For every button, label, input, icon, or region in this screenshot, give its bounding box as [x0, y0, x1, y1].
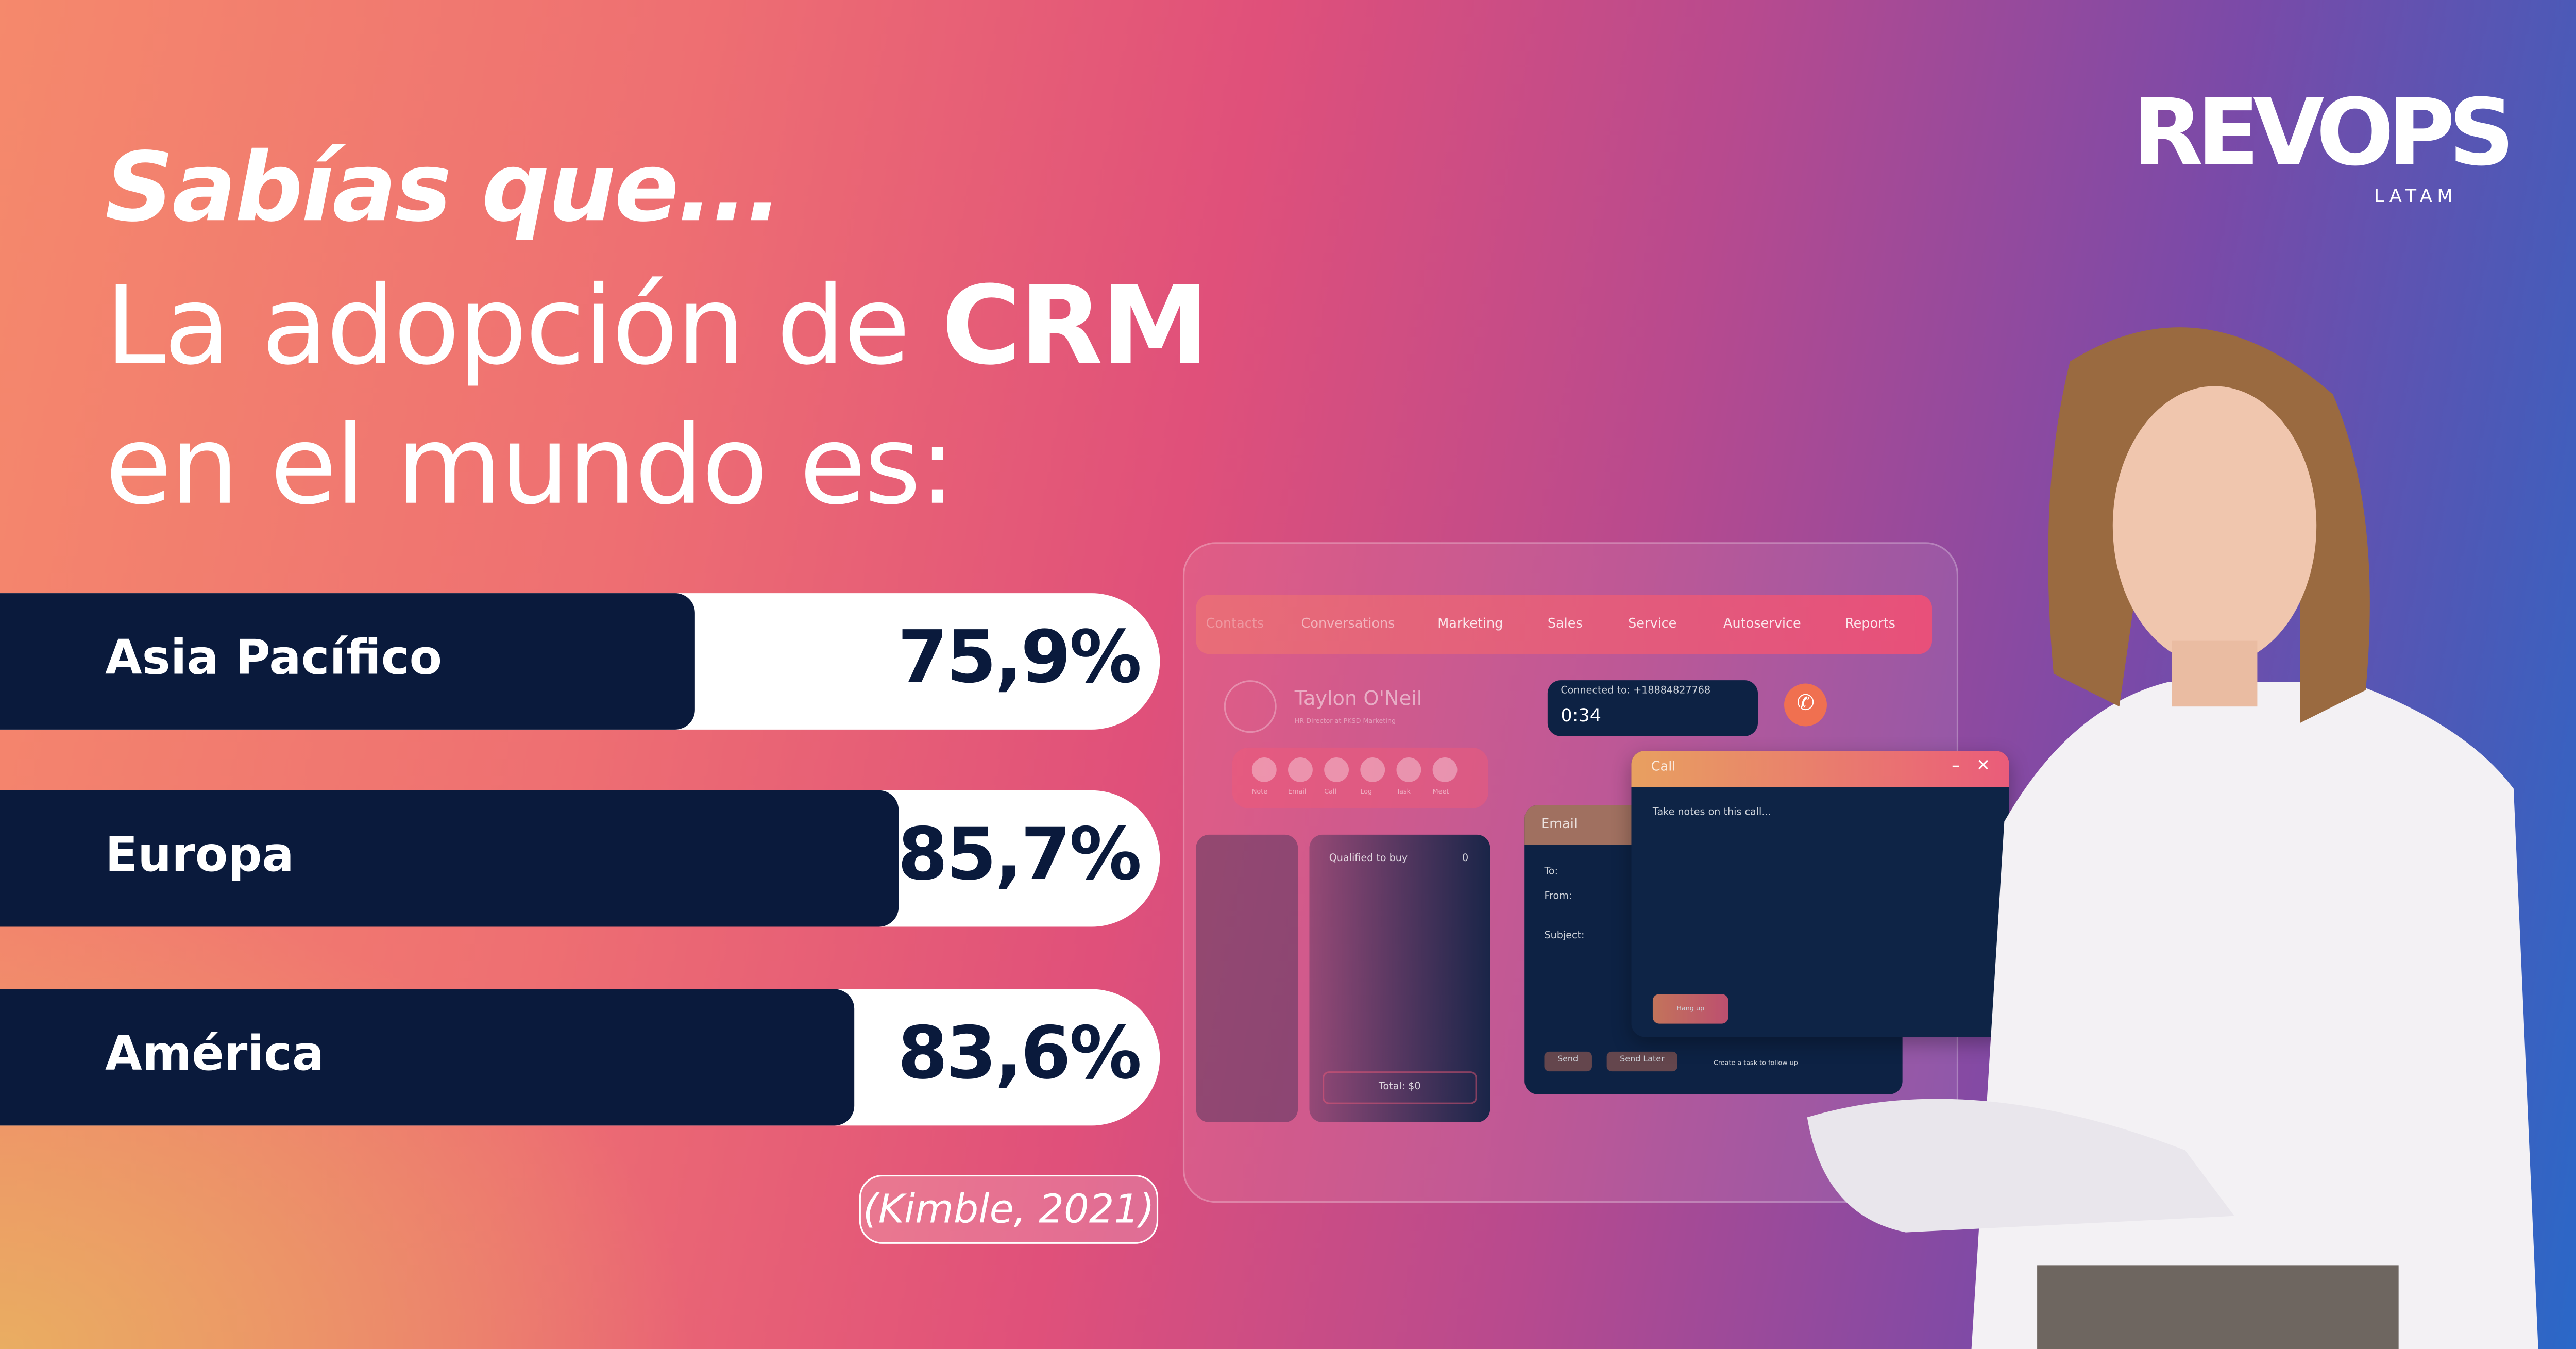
revops-logo: REVOPS	[2132, 80, 2515, 188]
send-later-button[interactable]: Send Later	[1606, 1051, 1678, 1071]
nav-sales: Sales	[1547, 616, 1583, 631]
action-bar: Note Email Call Log Task Meet	[1232, 747, 1489, 808]
action-label: Task	[1396, 787, 1411, 796]
email-subject: Subject:	[1544, 930, 1585, 942]
phone-icon: ✆	[1784, 683, 1827, 727]
bar-value-label: 83,6%	[897, 1012, 1142, 1096]
white-shirt	[1971, 682, 2538, 1349]
title-line-1: La adopción de CRM	[105, 263, 1210, 390]
kicker: Sabías que...	[105, 131, 783, 243]
action-circle-icon	[1360, 757, 1385, 782]
call-window: Call – ✕ Take notes on this call... Hang…	[1631, 751, 2009, 1037]
bar-value-label: 85,7%	[897, 813, 1142, 898]
column-count: 0	[1462, 852, 1469, 865]
connected-text: Connected to: +18884827768	[1561, 685, 1711, 697]
skirt	[2037, 1265, 2399, 1349]
avatar-icon	[1224, 680, 1277, 733]
bar-value-label: 75,9%	[897, 616, 1142, 700]
action-circle-icon	[1324, 757, 1349, 782]
action-circle-icon	[1288, 757, 1313, 782]
nav-marketing: Marketing	[1437, 616, 1503, 631]
bar-row: América 83,6%	[0, 989, 1160, 1126]
action-circle-icon	[1432, 757, 1458, 782]
bar-label: América	[105, 1025, 325, 1082]
follow-up-checkbox[interactable]: Create a task to follow up	[1713, 1058, 1798, 1067]
send-button[interactable]: Send	[1544, 1051, 1591, 1071]
action-label: Log	[1360, 787, 1372, 796]
nav-conversations: Conversations	[1301, 616, 1395, 631]
action-circle-icon	[1396, 757, 1421, 782]
call-timer: 0:34	[1561, 704, 1602, 727]
action-label: Call	[1324, 787, 1336, 796]
face	[2112, 386, 2317, 666]
contact-name: Taylon O'Neil	[1294, 686, 1422, 710]
bar-row: Asia Pacífico 75,9%	[0, 593, 1160, 730]
title-crm: CRM	[941, 263, 1210, 390]
call-title: Call	[1651, 759, 1676, 774]
neck	[2172, 640, 2258, 707]
close-icon[interactable]: ✕	[1976, 757, 1990, 776]
title-line-2: en el mundo es:	[105, 402, 956, 529]
pipeline-column-qualified: Qualified to buy 0 Total: $0	[1309, 834, 1490, 1122]
column-title: Qualified to buy	[1329, 852, 1408, 865]
email-from: From:	[1544, 890, 1572, 902]
bar-fill: Asia Pacífico	[0, 593, 695, 730]
logo-subtitle: LATAM	[2374, 186, 2458, 207]
email-title: Email	[1541, 816, 1578, 832]
bar-label: Europa	[105, 826, 294, 883]
bar-label: Asia Pacífico	[105, 629, 443, 685]
call-status: Connected to: +18884827768 0:34	[1547, 680, 1758, 736]
action-circle-icon	[1251, 757, 1277, 782]
pipeline-column	[1196, 834, 1298, 1122]
email-to: To:	[1544, 866, 1558, 878]
source-citation: (Kimble, 2021)	[859, 1174, 1159, 1244]
nav-autoservice: Autoservice	[1723, 616, 1801, 631]
contact-subtitle: HR Director at PKSD Marketing	[1294, 716, 1396, 725]
column-total: Total: $0	[1322, 1071, 1477, 1104]
nav-contacts: Contacts	[1206, 616, 1264, 631]
woman-photo	[1807, 327, 2538, 1349]
action-label: Meet	[1432, 787, 1449, 796]
minimize-icon[interactable]: –	[1952, 757, 1960, 776]
action-label: Note	[1251, 787, 1268, 796]
bar-fill: Europa	[0, 790, 899, 927]
action-label: Email	[1288, 787, 1307, 796]
hang-up-button[interactable]: Hang up	[1652, 994, 1728, 1024]
call-notes[interactable]: Take notes on this call...	[1652, 806, 1771, 819]
nav-service: Service	[1628, 616, 1677, 631]
crm-nav-bar: Contacts Conversations Marketing Sales S…	[1196, 595, 1933, 654]
crossed-arms	[1807, 1099, 2234, 1233]
bar-fill: América	[0, 989, 855, 1126]
title-text: La adopción de	[105, 263, 942, 390]
nav-reports: Reports	[1845, 616, 1895, 631]
bar-row: Europa 85,7%	[0, 790, 1160, 927]
